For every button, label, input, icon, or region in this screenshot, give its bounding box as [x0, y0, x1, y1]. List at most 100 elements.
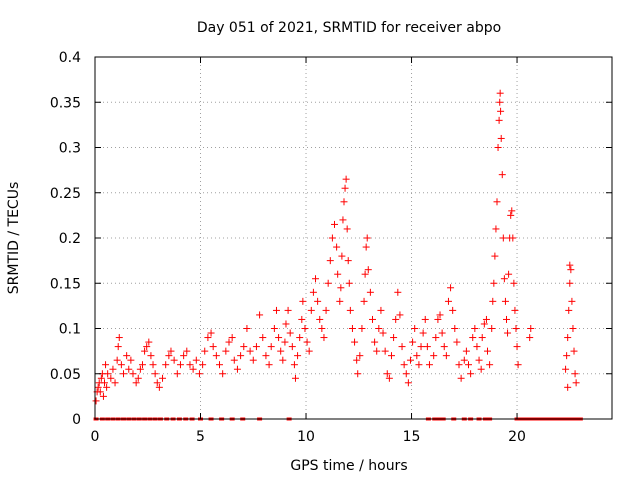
data-point — [114, 343, 122, 351]
data-point — [305, 347, 313, 355]
data-point — [267, 343, 275, 351]
data-point — [467, 370, 475, 378]
data-point — [103, 383, 111, 391]
data-point — [497, 107, 505, 115]
y-tick-label: 0.25 — [50, 186, 81, 202]
data-point — [147, 352, 155, 360]
x-axis-label: GPS time / hours — [290, 458, 407, 474]
data-point — [497, 134, 505, 142]
data-point — [338, 252, 346, 260]
data-point — [212, 352, 220, 360]
data-point — [107, 374, 115, 382]
data-point — [279, 356, 287, 364]
data-point — [165, 352, 173, 360]
data-point — [324, 279, 332, 287]
data-point — [294, 352, 302, 360]
data-point — [465, 361, 473, 369]
data-point — [495, 116, 503, 124]
data-point — [334, 270, 342, 278]
data-point — [490, 279, 498, 287]
data-point — [438, 329, 446, 337]
data-point — [270, 325, 278, 332]
data-point — [488, 325, 496, 332]
data-point — [566, 279, 574, 287]
data-point — [262, 352, 270, 360]
data-point — [526, 334, 534, 342]
data-point — [155, 383, 163, 391]
data-point — [508, 207, 516, 215]
data-point — [430, 352, 438, 360]
data-point — [360, 297, 368, 305]
data-point — [413, 352, 421, 360]
data-point — [512, 325, 520, 332]
y-tick-label: 0.05 — [50, 367, 81, 383]
data-point — [432, 334, 440, 342]
data-point — [489, 297, 497, 305]
data-point — [570, 347, 578, 355]
y-axis-label: SRMTID / TECUs — [6, 182, 22, 295]
data-point — [111, 379, 119, 387]
data-point — [571, 370, 579, 378]
data-point — [222, 347, 230, 355]
data-point — [307, 306, 315, 314]
data-point — [282, 320, 290, 328]
data-point — [225, 338, 233, 346]
data-point — [527, 325, 535, 332]
data-point — [316, 315, 324, 323]
data-point — [341, 184, 349, 192]
data-point — [275, 334, 283, 342]
data-point — [398, 343, 406, 351]
data-point — [167, 347, 175, 355]
data-point — [183, 347, 191, 355]
data-point — [348, 325, 356, 332]
data-point — [507, 211, 515, 219]
data-point — [500, 275, 508, 283]
data-point — [252, 343, 260, 351]
data-point — [451, 325, 459, 332]
data-point — [509, 234, 517, 242]
data-point — [477, 365, 485, 373]
data-point — [499, 234, 507, 242]
data-point — [109, 365, 117, 373]
data-point — [176, 361, 184, 369]
data-point — [447, 284, 455, 292]
data-point — [117, 361, 125, 369]
data-point — [290, 361, 298, 369]
data-point — [402, 370, 410, 378]
data-point — [423, 343, 431, 351]
data-point — [366, 288, 374, 296]
y-tick-label: 0 — [72, 412, 81, 428]
data-point — [237, 352, 245, 360]
data-point — [510, 279, 518, 287]
data-point — [406, 356, 414, 364]
data-point — [345, 279, 353, 287]
data-point — [296, 334, 304, 342]
data-point — [216, 361, 224, 369]
data-point — [462, 347, 470, 355]
data-point — [455, 361, 463, 369]
data-point — [513, 343, 521, 351]
data-point — [361, 270, 369, 278]
data-point — [113, 356, 121, 364]
data-point — [333, 243, 341, 251]
data-point — [138, 361, 146, 369]
data-point — [511, 306, 519, 314]
data-point — [99, 392, 107, 400]
data-point — [449, 306, 457, 314]
data-point — [340, 198, 348, 206]
y-tick-label: 0.35 — [50, 95, 81, 111]
data-point — [336, 297, 344, 305]
data-point — [141, 347, 149, 355]
data-point — [353, 356, 361, 364]
data-point — [421, 315, 429, 323]
data-point — [265, 361, 273, 369]
data-point — [136, 365, 144, 373]
data-point — [143, 343, 151, 351]
data-point — [363, 234, 371, 242]
data-point — [498, 171, 506, 179]
data-point — [96, 388, 104, 396]
data-point — [505, 270, 513, 278]
data-point — [326, 257, 334, 265]
data-point — [568, 297, 576, 305]
